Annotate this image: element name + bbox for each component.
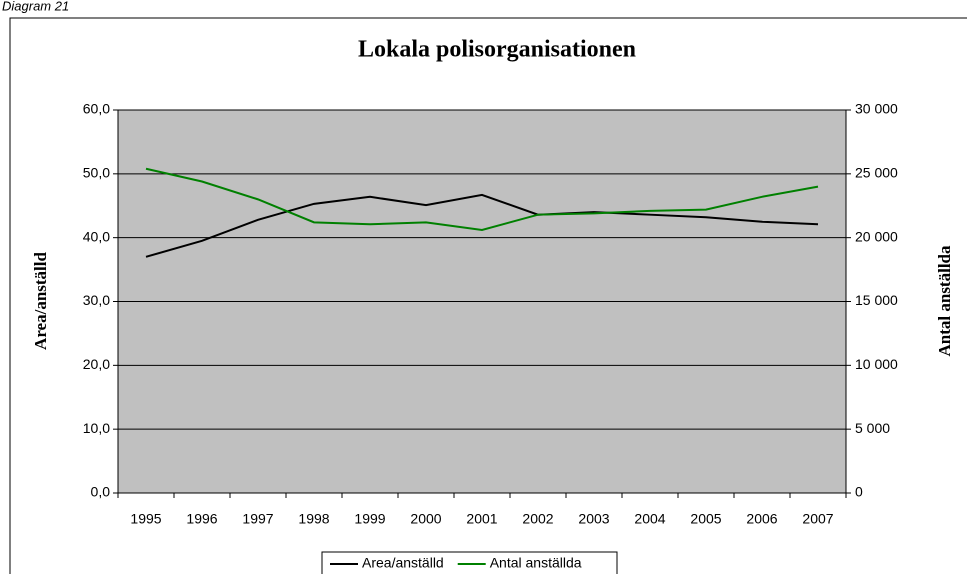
x-tick-label: 2000 bbox=[410, 511, 441, 527]
caption: Diagram 21 bbox=[2, 0, 69, 13]
y2-tick-label: 30 000 bbox=[855, 101, 898, 117]
x-tick-label: 2007 bbox=[802, 511, 833, 527]
x-tick-label: 1995 bbox=[130, 511, 161, 527]
y2-tick-label: 0 bbox=[855, 484, 863, 500]
x-tick-label: 2003 bbox=[578, 511, 609, 527]
y-tick-label: 10,0 bbox=[83, 420, 110, 436]
series-line bbox=[145, 167, 819, 232]
x-tick-label: 1996 bbox=[186, 511, 217, 527]
y-tick-label: 20,0 bbox=[83, 356, 110, 372]
x-tick-label: 2005 bbox=[690, 511, 721, 527]
x-tick-label: 2002 bbox=[522, 511, 553, 527]
x-tick-label: 1997 bbox=[242, 511, 273, 527]
x-tick-label: 1998 bbox=[298, 511, 329, 527]
y2-tick-label: 25 000 bbox=[855, 165, 898, 181]
x-tick-label: 2006 bbox=[746, 511, 777, 527]
y2-tick-label: 20 000 bbox=[855, 228, 898, 244]
legend-label: Area/anställd bbox=[362, 555, 444, 571]
y2-tick-label: 15 000 bbox=[855, 292, 898, 308]
x-tick-label: 2004 bbox=[634, 511, 665, 527]
y-tick-label: 0,0 bbox=[91, 484, 111, 500]
y-tick-label: 40,0 bbox=[83, 228, 110, 244]
chart-title: Lokala polisorganisationen bbox=[358, 37, 636, 63]
y2-tick-label: 10 000 bbox=[855, 356, 898, 372]
x-tick-label: 2001 bbox=[466, 511, 497, 527]
x-tick-label: 1999 bbox=[354, 511, 385, 527]
series-line bbox=[145, 193, 819, 258]
legend-label: Antal anställda bbox=[490, 555, 582, 571]
y-axis-title: Area/anställd bbox=[31, 251, 50, 349]
y2-axis-title: Antal anställda bbox=[935, 245, 954, 356]
y-tick-label: 30,0 bbox=[83, 292, 110, 308]
y-tick-label: 60,0 bbox=[83, 101, 110, 117]
y2-tick-label: 5 000 bbox=[855, 420, 890, 436]
y-tick-label: 50,0 bbox=[83, 165, 110, 181]
